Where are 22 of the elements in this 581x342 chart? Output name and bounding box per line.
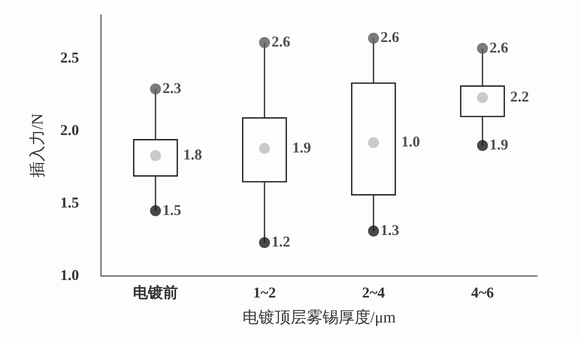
x-axis-title: 电镀顶层雾锡厚度/μm [242, 308, 396, 326]
annotation: 1.9 [292, 140, 312, 156]
x-tick-label: 2~4 [362, 286, 386, 302]
y-axis-title: 插入力/N [28, 113, 46, 178]
annotation: 2.3 [162, 80, 182, 97]
annotation: 2.6 [272, 34, 291, 51]
y-tick-label: 2.0 [60, 123, 79, 139]
annotation: 1.0 [401, 134, 420, 151]
x-tick-label: 4~6 [471, 286, 494, 302]
annotation: 1.5 [162, 202, 182, 219]
annotation: 2.6 [380, 30, 400, 46]
y-tick-label: 2.5 [60, 50, 79, 66]
annotation: 1.2 [272, 234, 290, 251]
annotation: 1.9 [490, 138, 508, 154]
x-tick-label: 1~2 [253, 286, 276, 302]
y-tick-label: 1.0 [60, 268, 79, 284]
x-tick-label: 电镀前 [133, 284, 178, 302]
annotation: 2.2 [510, 90, 530, 106]
annotation: 1.8 [183, 148, 202, 164]
annotation: 2.6 [490, 40, 509, 56]
y-tick-label: 1.5 [60, 196, 79, 212]
annotation: 1.3 [380, 223, 400, 240]
